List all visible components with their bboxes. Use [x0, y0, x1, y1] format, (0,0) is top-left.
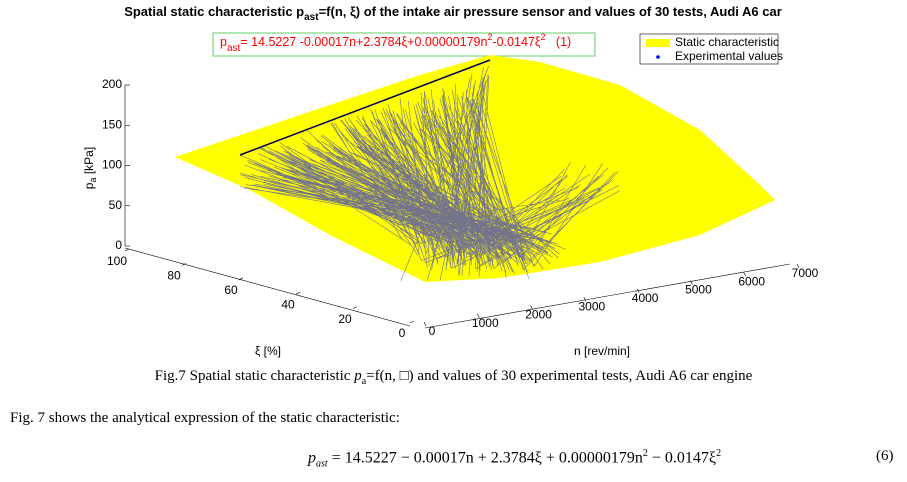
eq-part: − 0.0147ξ — [647, 449, 717, 467]
caption-part: =f(n, □) and values of 30 experimental t… — [366, 368, 753, 384]
n-tick — [743, 272, 746, 277]
n-tick — [690, 280, 693, 285]
eq-sub: ast — [316, 458, 328, 470]
n-tick-label: 4000 — [632, 291, 659, 305]
title-sub: ast — [304, 12, 319, 23]
figure-equation: past= 14.5227 -0.00017n+2.3784ξ+0.000001… — [220, 32, 571, 53]
xi-tick-label: 0 — [399, 326, 406, 340]
xi-tick — [352, 306, 358, 309]
eq-part: p — [308, 449, 316, 467]
eq-sup: 2 — [540, 32, 545, 42]
xi-tick — [409, 320, 415, 324]
eq-part: (1) — [545, 35, 571, 49]
title-part: =f(n, ξ) of the intake air pressure sens… — [319, 4, 782, 19]
xi-label: ξ [%] — [255, 344, 281, 358]
xi-tick-label: 80 — [167, 269, 181, 283]
caption: Fig.7 Spatial static characteristic pa=f… — [0, 368, 907, 387]
n-tick-label: 7000 — [792, 266, 819, 280]
z-tick-label: 200 — [102, 77, 122, 91]
figure-title: Spatial static characteristic past=f(n, … — [124, 4, 782, 22]
xi-tick — [238, 277, 244, 281]
xi-tick — [124, 248, 130, 252]
xi-tick-label: 40 — [281, 297, 295, 311]
xi-tick — [295, 291, 301, 295]
equation: past = 14.5227 − 0.00017n + 2.3784ξ + 0.… — [308, 448, 721, 470]
paragraph: Fig. 7 shows the analytical expression o… — [10, 410, 400, 426]
n-tick-label: 3000 — [579, 299, 606, 313]
n-tick — [477, 313, 480, 318]
zlabel-part: [kPa] — [82, 147, 96, 178]
n-tick — [796, 263, 800, 269]
z-tick-label: 100 — [102, 158, 122, 172]
n-tick-label: 1000 — [472, 316, 499, 330]
z-tick-label: 150 — [102, 117, 122, 131]
caption-sub: a — [361, 376, 367, 387]
figure: Spatial static characteristic past=f(n, … — [82, 4, 819, 358]
n-tick — [423, 321, 427, 327]
legend-swatch — [646, 39, 670, 47]
legend-box — [639, 33, 779, 65]
n-label: n [rev/min] — [574, 344, 630, 358]
legend-label: Experimental values — [675, 49, 783, 63]
n-tick — [583, 297, 587, 302]
experimental-path — [239, 65, 620, 281]
xi-tick-label: 20 — [338, 312, 352, 326]
experimental-lines — [239, 65, 620, 281]
xi-tick — [181, 263, 187, 266]
xi-tick-label: 100 — [107, 254, 127, 268]
eq-sup: 2 — [487, 32, 492, 42]
xi-tick-label: 60 — [224, 283, 238, 297]
n-tick-label: 5000 — [685, 283, 712, 297]
caption-part: p — [354, 368, 362, 384]
eq-part: = 14.5227 -0.00017n+2.3784ξ+0.00000179n — [240, 35, 487, 49]
eq-sup: 2 — [642, 448, 648, 459]
legend-label: Static characteristic — [675, 35, 779, 49]
equation-box — [212, 32, 596, 57]
eq-sub: ast — [227, 43, 241, 54]
n-tick-label: 2000 — [525, 308, 552, 322]
z-tick-label: 50 — [109, 198, 123, 212]
caption-part: Fig.7 Spatial static characteristic — [154, 368, 355, 384]
title-part: Spatial static characteristic p — [124, 4, 304, 19]
legend-swatch — [656, 55, 660, 59]
xi-axis — [124, 247, 411, 327]
eq-part: p — [220, 35, 227, 49]
zlabel-sub: a — [88, 177, 98, 182]
zlabel-part: p — [82, 182, 96, 189]
n-tick — [530, 305, 533, 310]
surface-edge — [239, 59, 491, 156]
n-tick-label: 6000 — [738, 274, 765, 288]
z-label: pa [kPa] — [82, 147, 98, 189]
z-tick-label: 0 — [115, 238, 122, 252]
equation-number: (6) — [876, 448, 894, 464]
n-tick — [636, 288, 640, 293]
eq-part: = 14.5227 − 0.00017n + 2.3784ξ + 0.00000… — [327, 449, 643, 467]
eq-part: -0.0147ξ — [492, 35, 540, 49]
eq-sup: 2 — [716, 448, 722, 459]
n-axis — [424, 263, 791, 329]
n-tick-label: 0 — [429, 324, 436, 338]
